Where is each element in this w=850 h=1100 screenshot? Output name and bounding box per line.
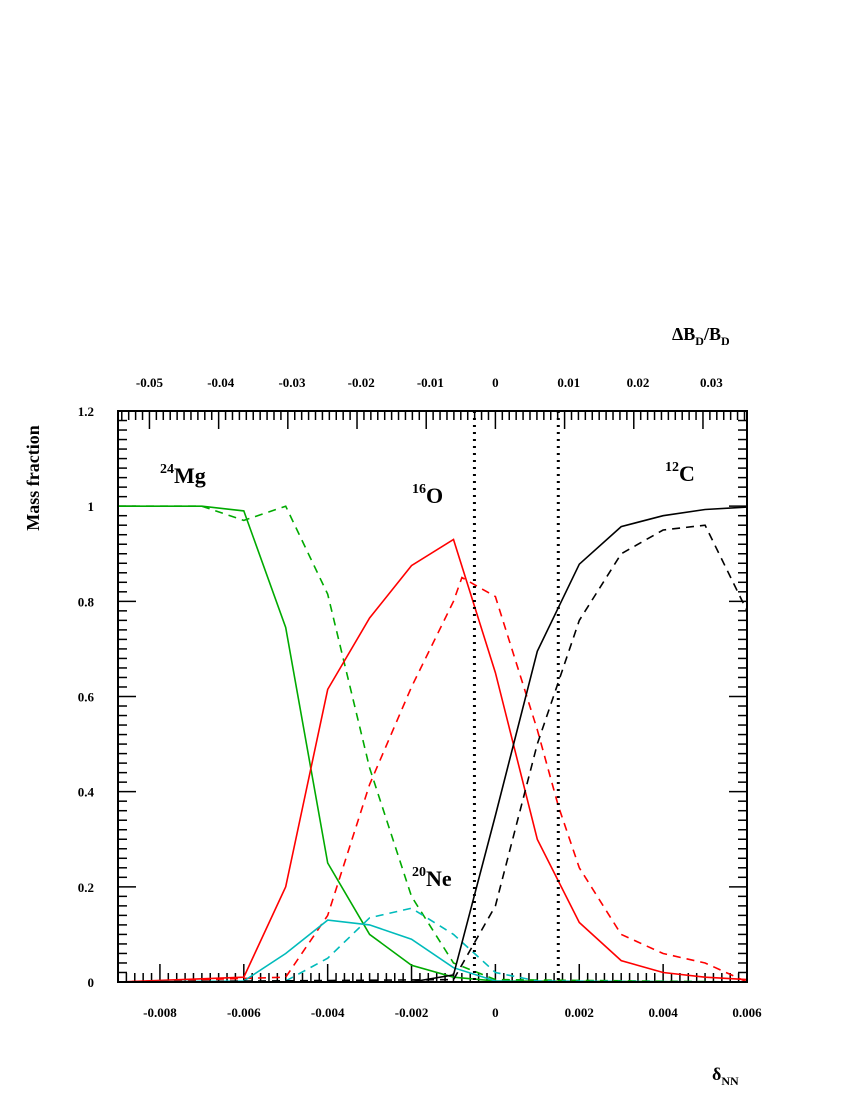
- x-axis-title-main: δ: [712, 1064, 721, 1084]
- annotation-24mg-mass: 24: [160, 462, 174, 477]
- x-tick-label: -0.004: [311, 1005, 345, 1020]
- annotation-12c: 12C: [665, 460, 695, 486]
- top-axis-title-sub1: D: [695, 334, 704, 348]
- y-tick-label: 1: [88, 499, 95, 514]
- x-tick-label: -0.008: [143, 1005, 177, 1020]
- top-axis-title-prefix: ΔB: [672, 324, 695, 344]
- top-tick-label: -0.04: [207, 375, 235, 390]
- annotation-16o: 16O: [412, 482, 443, 508]
- annotation-20ne-symbol: Ne: [426, 866, 452, 891]
- reference-lines: [472, 411, 560, 982]
- top-tick-label: 0.01: [557, 375, 580, 390]
- top-axis-title-sub2: D: [721, 334, 730, 348]
- top-tick-label: -0.01: [417, 375, 444, 390]
- x-tick-label: 0: [492, 1005, 499, 1020]
- y-tick-label: 0.8: [78, 594, 95, 609]
- plot-frame: [117, 410, 748, 983]
- series-lines: [117, 505, 748, 983]
- series-line-20ne-dashed: [117, 907, 748, 983]
- y-tick-label: 0: [88, 975, 95, 990]
- x-axis-title-sub: NN: [721, 1074, 739, 1088]
- annotation-20ne-mass: 20: [412, 865, 426, 880]
- top-tick-label: -0.03: [278, 375, 306, 390]
- y-tick-label: 0.6: [78, 690, 95, 705]
- top-tick-label: 0.02: [627, 375, 650, 390]
- annotation-12c-mass: 12: [665, 460, 679, 475]
- annotation-16o-symbol: O: [426, 483, 443, 508]
- x-tick-label: 0.002: [565, 1005, 594, 1020]
- annotation-20ne: 20Ne: [412, 865, 452, 891]
- x-tick-label: -0.002: [395, 1005, 429, 1020]
- x-tick-label: 0.004: [649, 1005, 679, 1020]
- y-axis-title: Mass fraction: [23, 425, 43, 530]
- y-tick-label: 0.2: [78, 880, 94, 895]
- annotation-12c-symbol: C: [679, 461, 695, 486]
- top-tick-label: -0.05: [136, 375, 164, 390]
- series-line-24mg-solid: [118, 505, 748, 983]
- axis-ticks: [117, 410, 748, 983]
- x-tick-label: 0.006: [732, 1005, 762, 1020]
- top-tick-label: 0: [492, 375, 499, 390]
- y-tick-label: 0.4: [78, 785, 95, 800]
- top-axis-title-mid: /B: [703, 324, 721, 344]
- x-tick-label: -0.006: [227, 1005, 261, 1020]
- annotation-24mg-symbol: Mg: [174, 463, 206, 488]
- annotation-24mg: 24Mg: [160, 462, 206, 488]
- series-line-24mg-dashed: [118, 505, 748, 983]
- top-tick-label: -0.02: [348, 375, 375, 390]
- x-axis-title: δNN: [712, 1064, 739, 1088]
- y-tick-label: 1.2: [78, 404, 94, 419]
- annotation-16o-mass: 16: [412, 482, 426, 497]
- top-axis-title: ΔBD/BD: [672, 324, 730, 348]
- series-line-12c-dashed: [117, 524, 748, 983]
- axis-tick-labels: -0.008 -0.006 -0.004 -0.002 0 0.002 0.004 0.006…: [78, 375, 762, 1020]
- series-line-12c-solid: [118, 506, 748, 983]
- top-tick-label: 0.03: [700, 375, 723, 390]
- series-line-16o-solid: [117, 538, 748, 983]
- series-line-16o-dashed: [117, 576, 748, 983]
